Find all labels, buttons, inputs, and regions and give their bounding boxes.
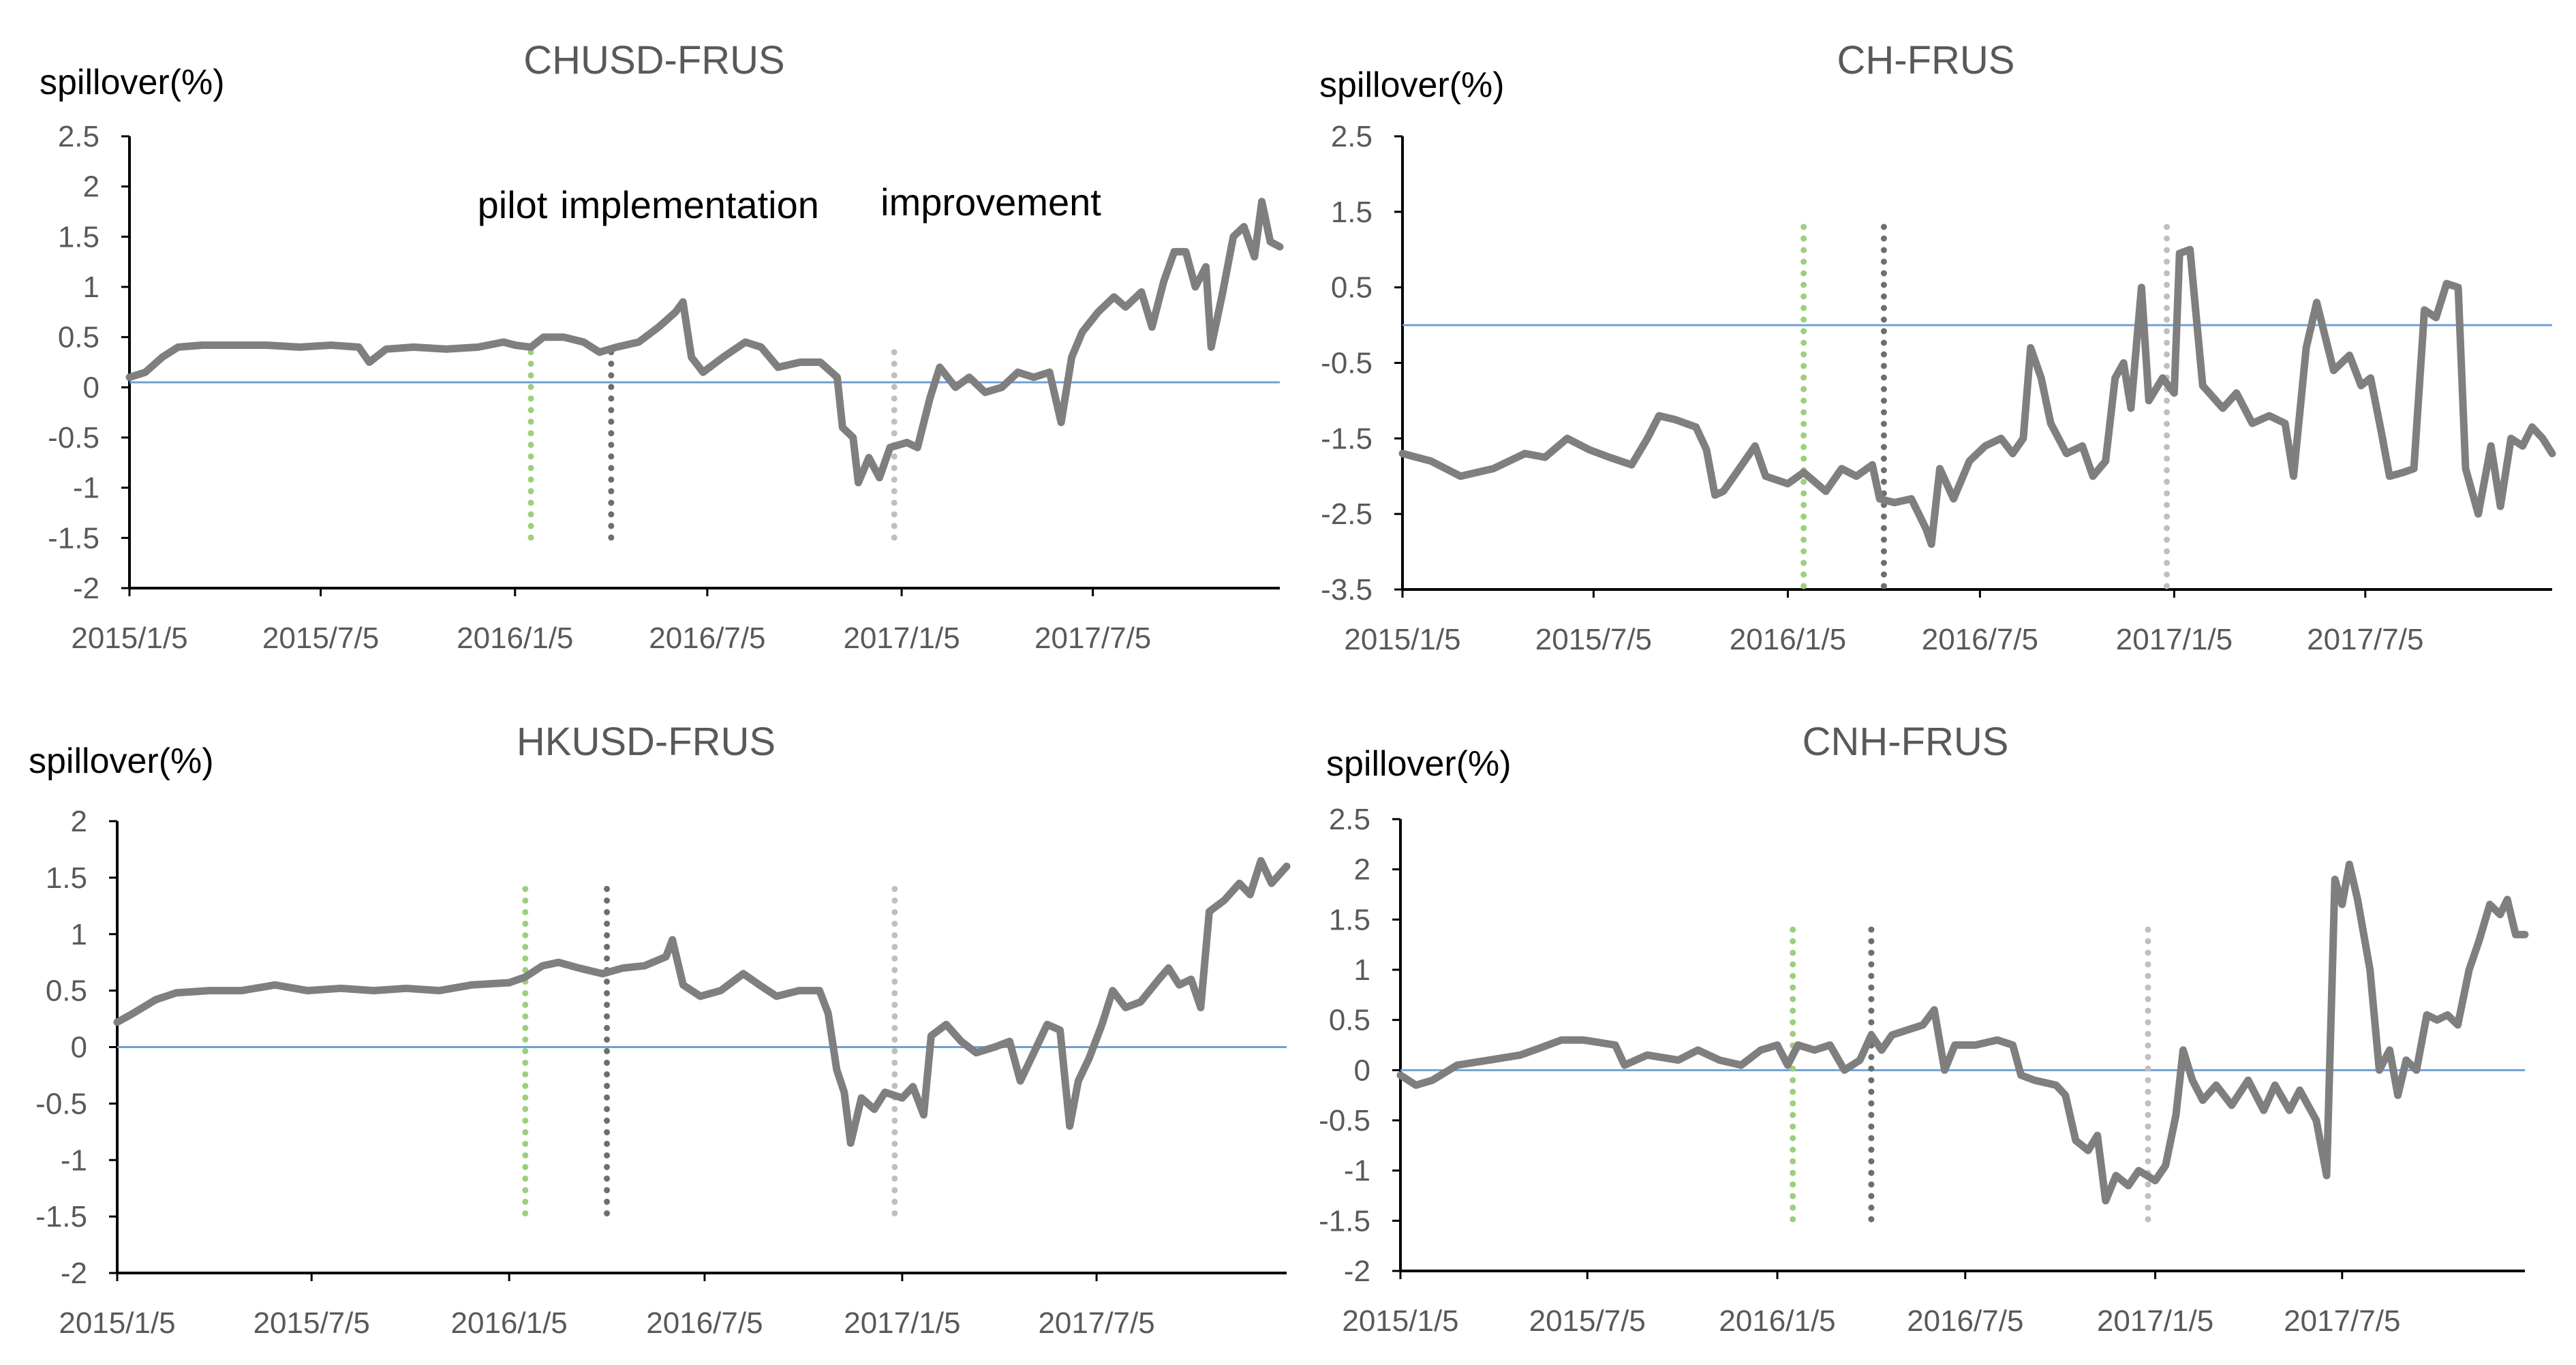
y-tick-label: 1.5 — [1331, 196, 1373, 229]
panel-cnh-frus: CNH-FRUS spillover(%) -2 -1.5 -1 -0.5 0 0.5 1 1… — [1319, 720, 2529, 1338]
panel-title: HKUSD-FRUS — [517, 720, 776, 764]
y-tick-label: 2.5 — [1329, 803, 1370, 836]
x-tick-label: 2015/7/5 — [262, 622, 379, 655]
y-tick-label: -1 — [61, 1144, 87, 1177]
y-tick-label: -1 — [1344, 1154, 1370, 1188]
y-tick-label: 1.5 — [58, 220, 99, 254]
x-tick-label: 2015/1/5 — [71, 622, 187, 655]
y-tick-label: 0.5 — [58, 321, 99, 354]
x-tick-label: 2016/1/5 — [1730, 623, 1846, 656]
y-tick-label: 2.5 — [58, 120, 99, 153]
y-axis-label: spillover(%) — [1326, 744, 1512, 784]
y-axis-label: spillover(%) — [40, 63, 225, 102]
x-tick-label: 2015/7/5 — [254, 1306, 370, 1340]
y-tick-label: -0.5 — [35, 1087, 87, 1120]
y-tick-label: -0.5 — [48, 421, 99, 455]
y-tick-label: 0.5 — [1331, 271, 1373, 305]
y-tick-label: 0 — [1354, 1054, 1370, 1087]
y-tick-label: -2 — [1344, 1255, 1370, 1288]
y-tick-label: -1.5 — [48, 521, 99, 555]
y-tick-label: 1.5 — [46, 861, 87, 895]
phase-label-implementation: implementation — [560, 183, 819, 226]
y-tick-label: 2 — [71, 805, 87, 838]
y-tick-label: -1 — [73, 472, 99, 505]
x-tick-label: 2017/7/5 — [2284, 1304, 2400, 1338]
y-tick-label: 2 — [1354, 853, 1370, 887]
y-axis-label: spillover(%) — [1319, 65, 1505, 105]
y-tick-label: 0.5 — [1329, 1004, 1370, 1037]
x-tick-label: 2015/7/5 — [1535, 623, 1652, 656]
y-tick-label: 1 — [71, 918, 87, 951]
y-tick-label: 1 — [83, 271, 99, 304]
y-tick-label: -2 — [61, 1257, 87, 1290]
x-tick-label: 2017/1/5 — [843, 622, 960, 655]
series-line — [1396, 860, 2529, 1205]
x-tick-label: 2015/1/5 — [1342, 1304, 1458, 1338]
x-tick-label: 2017/1/5 — [2116, 623, 2233, 656]
y-tick-label: -1.5 — [1319, 1204, 1370, 1238]
x-tick-label: 2016/1/5 — [457, 622, 573, 655]
x-tick-label: 2016/7/5 — [649, 622, 765, 655]
x-tick-label: 2017/7/5 — [2307, 623, 2423, 656]
phase-label-improvement: improvement — [880, 181, 1101, 224]
x-tick-label: 2015/7/5 — [1529, 1304, 1646, 1338]
x-tick-label: 2016/1/5 — [1719, 1304, 1835, 1338]
y-tick-label: -1.5 — [35, 1200, 87, 1233]
y-tick-label: -2.5 — [1321, 497, 1373, 531]
x-tick-label: 2015/1/5 — [59, 1306, 175, 1340]
panel-title: CHUSD-FRUS — [523, 38, 784, 82]
y-tick-label: -0.5 — [1321, 347, 1373, 380]
series-line — [113, 857, 1291, 1147]
y-tick-label: -0.5 — [1319, 1104, 1370, 1137]
x-tick-label: 2017/7/5 — [1034, 622, 1151, 655]
x-tick-label: 2016/7/5 — [1907, 1304, 2023, 1338]
y-tick-label: -1.5 — [1321, 422, 1373, 455]
panel-ch-frus: CH-FRUS spillover(%) -3.5 -2.5 -1.5 -0.5 0.5… — [1319, 38, 2556, 656]
x-tick-label: 2016/1/5 — [451, 1306, 568, 1340]
y-tick-label: 2 — [83, 170, 99, 204]
x-tick-label: 2017/1/5 — [2097, 1304, 2213, 1338]
y-tick-label: 1.5 — [1329, 903, 1370, 936]
y-tick-label: 0 — [83, 371, 99, 404]
y-axis-label: spillover(%) — [29, 741, 214, 781]
y-tick-label: 0 — [71, 1031, 87, 1064]
panel-title: CNH-FRUS — [1803, 720, 2009, 764]
x-tick-label: 2015/1/5 — [1344, 623, 1460, 656]
y-tick-label: 1 — [1354, 953, 1370, 987]
panel-chusd-frus: CHUSD-FRUS spillover(%) pilot implementa… — [40, 38, 1284, 655]
phase-label-pilot: pilot — [478, 183, 548, 226]
y-tick-label: 0.5 — [46, 975, 87, 1008]
x-tick-label: 2017/7/5 — [1038, 1306, 1154, 1340]
x-tick-label: 2017/1/5 — [844, 1306, 960, 1340]
y-tick-label: -2 — [73, 572, 99, 605]
series-line — [1398, 245, 2556, 548]
y-tick-label: 2.5 — [1331, 120, 1373, 153]
panel-hkusd-frus: HKUSD-FRUS spillover(%) -2 -1.5 -1 -0.5 0 0.5… — [29, 720, 1291, 1340]
series-line — [125, 198, 1284, 487]
x-tick-label: 2016/7/5 — [1922, 623, 2038, 656]
y-tick-label: -3.5 — [1321, 573, 1373, 607]
panel-title: CH-FRUS — [1837, 38, 2015, 82]
x-tick-label: 2016/7/5 — [646, 1306, 763, 1340]
